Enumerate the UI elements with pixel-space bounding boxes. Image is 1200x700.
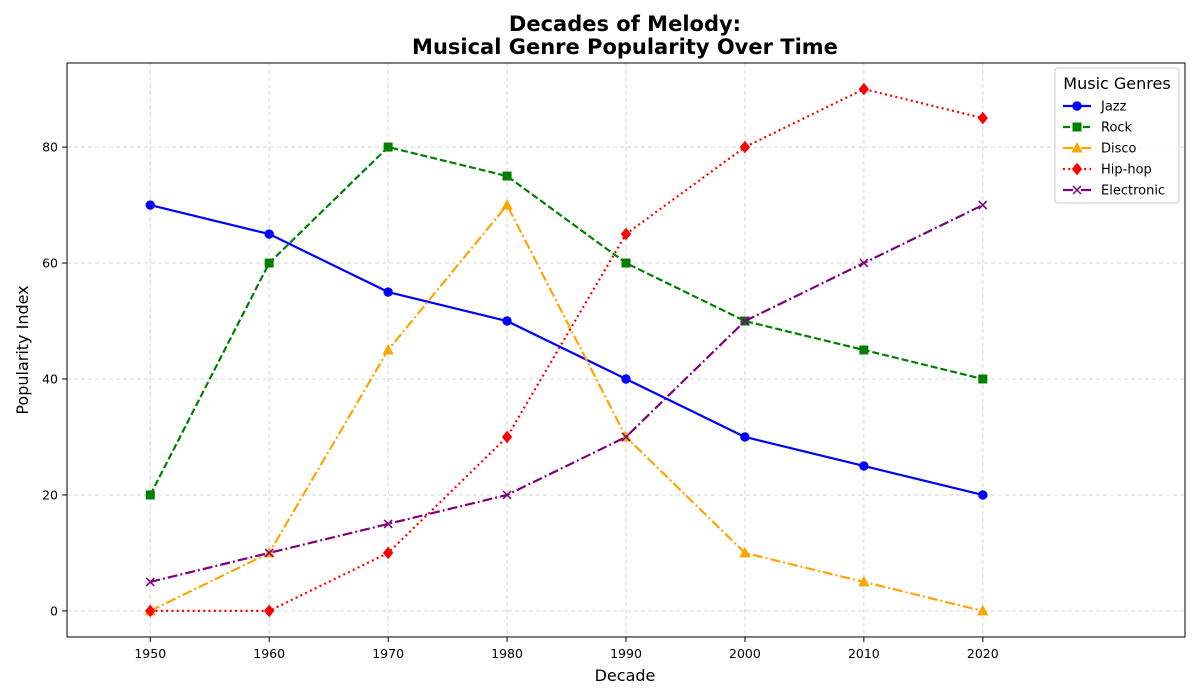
series-jazz (145, 200, 988, 500)
data-point-jazz (383, 287, 393, 297)
chart-title-line2: Musical Genre Popularity Over Time (412, 35, 838, 59)
x-axis-label: Decade (595, 666, 656, 685)
data-point-electronic (621, 432, 631, 442)
series-line-rock (149, 145, 984, 496)
data-point-hip-hop (145, 604, 156, 618)
x-tick-label: 1970 (372, 646, 404, 661)
x-tick-label: 1960 (253, 646, 285, 661)
data-point-hip-hop (264, 604, 275, 618)
data-point-disco (501, 198, 513, 210)
legend-label: Hip-hop (1101, 163, 1152, 178)
axis-ticks: 1950 1960 1970 1980 1990 2000 2010 2020 0 20 40 60 8… (42, 140, 999, 661)
data-point-rock (264, 258, 274, 268)
data-point-electronic (859, 258, 869, 268)
data-point-jazz (502, 316, 512, 326)
chart-title-line1: Decades of Melody: (509, 12, 741, 36)
data-point-jazz (264, 229, 274, 239)
x-tick-label: 1980 (491, 646, 523, 661)
data-point-jazz (859, 461, 869, 471)
series-line-jazz (149, 203, 984, 497)
y-tick-label: 60 (42, 256, 58, 271)
data-point-disco (382, 343, 394, 355)
legend-marker (1072, 185, 1082, 195)
grid (67, 63, 1185, 637)
legend-marker (1071, 162, 1083, 176)
data-point-rock (145, 490, 155, 500)
data-point-electronic (740, 316, 750, 326)
x-tick-label: 2000 (729, 646, 761, 661)
series-electronic (145, 200, 988, 587)
legend-item-rock: Rock (1063, 121, 1133, 136)
legend-item-hip-hop: Hip-hop (1063, 163, 1152, 178)
legend-item-electronic: Electronic (1063, 184, 1165, 199)
data-point-hip-hop (382, 546, 394, 560)
data-point-jazz (145, 200, 155, 210)
series-layer (144, 82, 989, 618)
data-point-disco (739, 546, 751, 558)
y-tick-label: 40 (42, 371, 58, 386)
legend-marker (1071, 141, 1083, 153)
data-point-jazz (740, 432, 750, 442)
x-tick-label: 2020 (967, 646, 999, 661)
series-line-electronic (149, 204, 984, 583)
data-point-hip-hop (858, 82, 870, 96)
y-axis-label: Popularity Index (13, 285, 32, 414)
data-point-hip-hop (739, 140, 751, 154)
data-point-jazz (621, 374, 631, 384)
y-tick-label: 20 (42, 487, 58, 502)
data-point-electronic (502, 490, 512, 500)
data-point-electronic (978, 200, 988, 210)
x-tick-label: 1990 (610, 646, 642, 661)
series-line-disco (149, 203, 984, 612)
data-point-jazz (978, 490, 988, 500)
data-point-disco (977, 604, 989, 616)
data-point-rock (859, 345, 869, 355)
data-point-electronic (383, 519, 393, 529)
legend-item-jazz: Jazz (1063, 100, 1127, 115)
legend-label: Disco (1101, 142, 1137, 157)
legend-marker (1072, 122, 1082, 132)
legend-title: Music Genres (1063, 74, 1170, 93)
y-tick-label: 80 (42, 140, 58, 155)
data-point-rock (621, 258, 631, 268)
data-point-hip-hop (977, 111, 988, 125)
data-point-rock (502, 171, 512, 181)
legend-label: Jazz (1100, 100, 1127, 115)
legend: Music Genres Jazz Rock Disco Hip-hop Electron… (1054, 67, 1180, 204)
data-point-rock (978, 374, 988, 384)
x-tick-label: 1950 (134, 646, 166, 661)
legend-label: Rock (1101, 121, 1133, 136)
legend-item-disco: Disco (1063, 142, 1137, 157)
legend-marker (1072, 101, 1082, 111)
legend-label: Electronic (1101, 184, 1165, 199)
data-point-rock (383, 142, 393, 152)
data-point-electronic (264, 548, 274, 558)
data-point-disco (858, 575, 870, 587)
y-tick-label: 0 (50, 603, 58, 618)
data-point-hip-hop (501, 430, 513, 444)
series-hip-hop (145, 82, 988, 618)
data-point-electronic (145, 577, 155, 587)
data-point-hip-hop (620, 227, 632, 241)
x-tick-label: 2010 (848, 646, 880, 661)
